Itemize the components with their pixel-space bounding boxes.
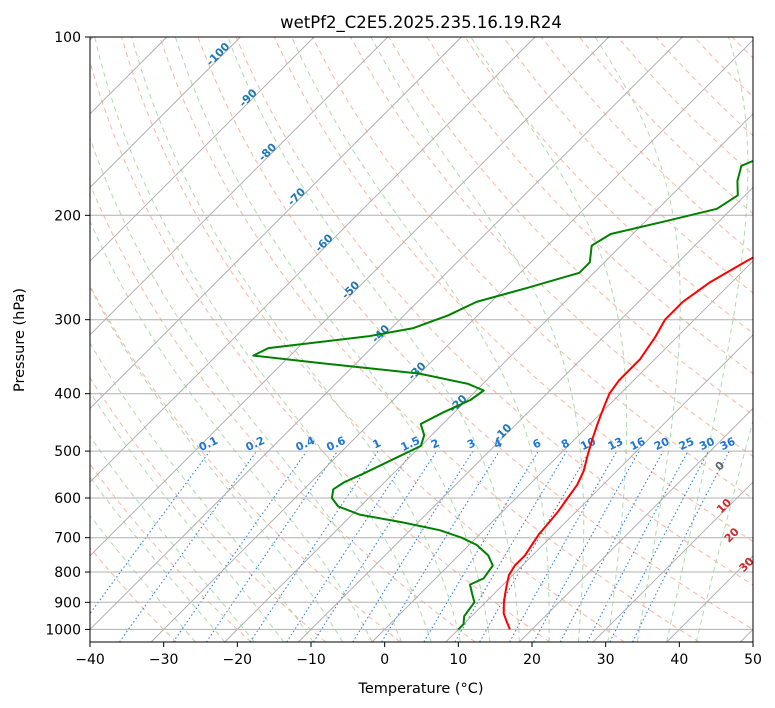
x-tick-label: 20 <box>523 652 541 668</box>
mixing-ratio-label: 20 <box>652 435 672 453</box>
isotherm-line <box>371 260 753 642</box>
y-axis-ticks: 100 200 300 400 500 600 700 800 900 1000 <box>45 30 90 638</box>
isotherm-line <box>150 39 753 642</box>
isotherm-line <box>445 334 753 642</box>
isotherm-line <box>90 37 389 336</box>
moist-adiabat-line <box>90 476 226 642</box>
mixing-ratio-line <box>509 450 618 642</box>
dry-adiabat-line <box>90 182 476 642</box>
moist-adiabat-line <box>90 391 285 642</box>
mixing-ratio-label: 30 <box>697 435 717 453</box>
isotherm-line <box>90 37 315 262</box>
moist-adiabat-line <box>227 37 520 642</box>
dry-adiabat-line <box>90 546 177 642</box>
x-tick-label: 50 <box>744 652 762 668</box>
isotherm-line <box>224 113 753 642</box>
isotherm-line <box>298 186 753 642</box>
moist-adiabat-line <box>131 37 461 642</box>
y-tick-label: 200 <box>54 208 81 224</box>
y-tick-label: 500 <box>54 444 81 460</box>
plot-frame <box>89 36 754 643</box>
x-tick-label: 30 <box>597 652 615 668</box>
y-tick-label: 300 <box>54 313 81 329</box>
moist-adiabat-line <box>174 37 491 642</box>
dry-adiabat-line <box>121 37 625 642</box>
y-tick-label: 700 <box>54 531 81 547</box>
dewpoint-line <box>252 159 753 631</box>
mixing-ratio-line <box>249 450 379 642</box>
y-tick-label: 900 <box>54 595 81 611</box>
mixing-ratio-line <box>632 450 730 642</box>
mixing-ratio-label: 25 <box>677 435 696 453</box>
moist-adiabat-line <box>90 514 196 642</box>
dry-adiabat-line <box>90 376 327 642</box>
moist-adiabat-line <box>470 37 628 642</box>
moist-adiabat-line <box>90 435 255 642</box>
mixing-ratio-lines <box>90 450 730 642</box>
moist-adiabat-line <box>90 220 373 642</box>
moist-adiabat-line <box>594 37 681 642</box>
mixing-ratio-label: 36 <box>718 435 738 453</box>
mixing-ratio-line <box>172 450 308 642</box>
mixing-ratio-line <box>559 450 664 642</box>
isotherm-line <box>90 37 536 483</box>
x-tick-label: −10 <box>296 652 326 668</box>
mixing-ratio-line <box>352 450 474 642</box>
dry-adiabat-line <box>90 463 252 642</box>
mixing-ratio-line <box>533 450 640 642</box>
dry-adiabat-line <box>90 60 551 642</box>
x-tick-label: −20 <box>223 652 253 668</box>
dry-adiabat-line <box>159 37 700 642</box>
isotherm-line <box>90 37 241 189</box>
mixing-ratio-label: 13 <box>606 435 625 453</box>
y-axis-label: Pressure (hPa) <box>12 288 28 392</box>
y-tick-label: 800 <box>54 565 81 581</box>
mixing-ratio-label: 16 <box>628 435 648 453</box>
mixing-ratio-line <box>313 450 438 642</box>
x-tick-label: 40 <box>670 652 688 668</box>
x-axis-label: Temperature (°C) <box>357 681 483 697</box>
x-axis-ticks: −40 −30 −20 −10 0 10 20 30 40 50 <box>75 642 762 668</box>
dry-adiabat-line <box>235 37 753 586</box>
y-tick-label: 100 <box>54 30 81 46</box>
sounding-series <box>252 159 753 631</box>
mixing-ratio-line <box>119 450 258 642</box>
pressure-gridlines <box>90 37 753 630</box>
x-tick-label: 0 <box>380 652 389 668</box>
isotherm-line <box>90 37 610 557</box>
moist-adiabat-line <box>370 37 585 642</box>
mixing-ratio-line <box>205 450 338 642</box>
dry-adiabat-line <box>502 37 753 294</box>
temperature-line <box>502 256 753 630</box>
x-tick-label: 10 <box>449 652 467 668</box>
skewed-isotherms <box>90 37 753 642</box>
x-tick-label: −40 <box>75 652 105 668</box>
x-tick-label: −30 <box>149 652 179 668</box>
moist-adiabat-line <box>94 37 432 642</box>
mixing-ratio-line <box>286 450 413 642</box>
y-tick-label: 1000 <box>45 622 81 638</box>
y-tick-label: 600 <box>54 491 81 507</box>
dry-adiabat-line <box>388 37 753 416</box>
y-tick-label: 400 <box>54 387 81 403</box>
isotherm-line <box>90 37 462 410</box>
isotherm-line <box>519 407 753 642</box>
moist-adiabat-line <box>291 37 550 642</box>
isotherm-line <box>592 481 753 642</box>
isotherm-line <box>90 37 683 631</box>
dry-adiabat-line <box>197 37 753 630</box>
mixing-ratio-line <box>381 450 500 642</box>
chart-title: wetPf2_C2E5.2025.235.16.19.R24 <box>280 13 562 33</box>
plot-area: -100-90-80-70-60-50-40-30-20-10010203040… <box>90 37 753 642</box>
mixing-ratio-line <box>90 450 211 615</box>
